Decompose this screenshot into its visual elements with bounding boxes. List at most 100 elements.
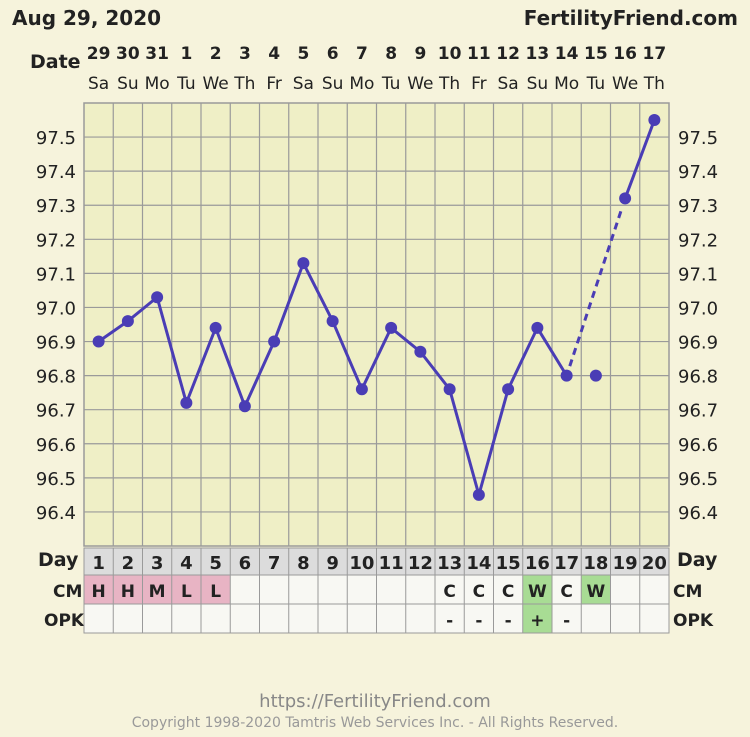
weekday-label: Su: [322, 74, 344, 94]
date-label: 12: [496, 44, 520, 64]
y-tick-label-right: 97.5: [678, 128, 718, 149]
weekday-label: Sa: [88, 74, 109, 94]
cm-cell-highlight: [581, 575, 611, 604]
temperature-point: [121, 315, 134, 328]
date-label: 2: [210, 44, 222, 64]
cm-value: C: [560, 582, 572, 602]
opk-row-label-right: OPK: [673, 611, 714, 631]
cycle-day-label: 16: [525, 553, 550, 574]
y-tick-label-left: 96.4: [36, 503, 76, 524]
cm-value: L: [210, 582, 221, 602]
cm-row-label-left: CM: [53, 582, 82, 602]
y-tick-label-left: 97.4: [36, 162, 76, 183]
temperature-point: [502, 383, 515, 396]
y-tick-label-left: 96.6: [36, 435, 76, 456]
cycle-day-label: 5: [209, 553, 222, 574]
temperature-point: [589, 369, 602, 382]
date-label: 7: [356, 44, 368, 64]
temperature-point: [326, 315, 339, 328]
date-label: 5: [297, 44, 309, 64]
y-tick-label-right: 97.1: [678, 264, 718, 285]
temperature-point: [151, 291, 164, 304]
cycle-day-label: 12: [408, 553, 433, 574]
temperature-point: [209, 321, 222, 334]
weekday-label: We: [202, 74, 228, 94]
weekday-label: Tu: [381, 74, 401, 94]
date-label: 14: [555, 44, 579, 64]
temperature-point: [414, 345, 427, 358]
cm-cell-highlight: [522, 575, 552, 604]
opk-value: -: [505, 611, 512, 631]
weekday-label: Sa: [293, 74, 314, 94]
cm-cell-highlight: [113, 575, 143, 604]
date-label: 11: [467, 44, 491, 64]
y-tick-label-right: 96.7: [678, 401, 718, 422]
weekday-label: Mo: [145, 74, 170, 94]
temperature-point: [648, 114, 661, 127]
day-row-label-right: Day: [677, 549, 718, 571]
footer-url: https://FertilityFriend.com: [259, 691, 491, 712]
weekday-label: Fr: [471, 74, 487, 94]
cycle-day-label: 15: [496, 553, 521, 574]
day-row-label-left: Day: [38, 549, 79, 571]
chart-date-header: Aug 29, 2020: [12, 6, 162, 30]
temperature-point: [268, 335, 281, 348]
date-label: 8: [385, 44, 397, 64]
date-label: 15: [584, 44, 608, 64]
temperature-point: [443, 383, 456, 396]
opk-cell-highlight: [522, 604, 552, 633]
y-tick-label-left: 97.3: [36, 196, 76, 217]
temperature-point: [297, 257, 310, 270]
date-label: 9: [414, 44, 426, 64]
temperature-point: [619, 192, 632, 205]
cycle-day-label: 20: [642, 553, 667, 574]
y-tick-label-left: 96.5: [36, 469, 76, 490]
weekday-label: Mo: [349, 74, 374, 94]
weekday-label: Th: [233, 74, 255, 94]
date-label: 3: [239, 44, 251, 64]
weekday-label: Th: [438, 74, 460, 94]
opk-value: +: [530, 611, 544, 631]
date-label: 4: [268, 44, 280, 64]
weekday-label: Su: [527, 74, 549, 94]
cycle-day-label: 7: [268, 553, 281, 574]
cm-cell-highlight: [142, 575, 172, 604]
y-tick-label-right: 96.6: [678, 435, 718, 456]
temperature-point: [180, 396, 193, 409]
cm-value: W: [586, 582, 605, 602]
cm-value: L: [181, 582, 192, 602]
weekday-label: Tu: [586, 74, 606, 94]
cm-cell-highlight: [84, 575, 114, 604]
date-row-label: Date: [30, 51, 81, 73]
opk-value: -: [563, 611, 570, 631]
cycle-day-label: 10: [349, 553, 374, 574]
temperature-point: [238, 400, 251, 413]
cycle-day-label: 14: [466, 553, 491, 574]
cm-row-label-right: CM: [673, 582, 702, 602]
date-label: 31: [145, 44, 169, 64]
cycle-day-label: 6: [239, 553, 252, 574]
cm-value: C: [473, 582, 485, 602]
temperature-point: [385, 321, 398, 334]
date-label: 29: [87, 44, 111, 64]
date-label: 1: [180, 44, 192, 64]
cycle-day-label: 13: [437, 553, 462, 574]
weekday-label: Sa: [498, 74, 519, 94]
y-tick-label-right: 96.4: [678, 503, 718, 524]
cycle-day-label: 19: [613, 553, 638, 574]
temperature-point: [531, 321, 544, 334]
site-name-header: FertilityFriend.com: [523, 6, 738, 30]
cm-value: H: [92, 582, 106, 602]
y-tick-label-right: 97.3: [678, 196, 718, 217]
y-tick-label-left: 96.9: [36, 333, 76, 354]
opk-row-label-left: OPK: [44, 611, 85, 631]
opk-value: -: [446, 611, 453, 631]
y-tick-label-right: 96.5: [678, 469, 718, 490]
y-tick-label-right: 97.2: [678, 230, 718, 251]
y-tick-label-left: 97.5: [36, 128, 76, 149]
cycle-day-label: 8: [297, 553, 310, 574]
cm-value: H: [121, 582, 135, 602]
cm-cell-highlight: [201, 575, 231, 604]
weekday-label: Mo: [554, 74, 579, 94]
